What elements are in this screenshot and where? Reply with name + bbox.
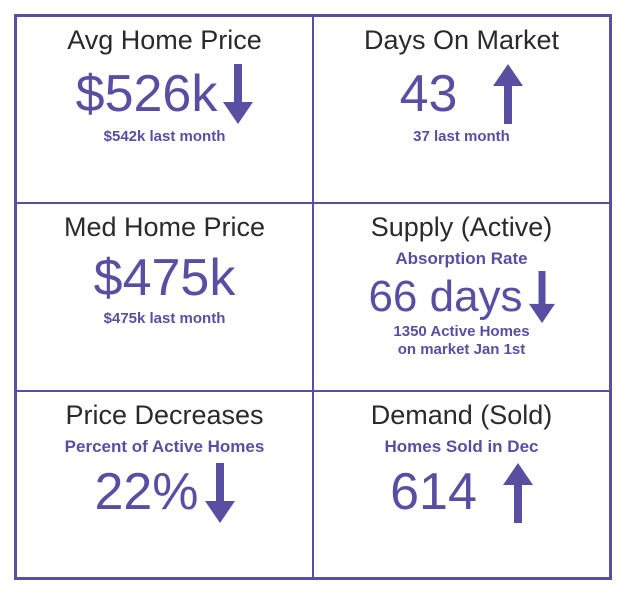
cell-title: Demand (Sold)	[322, 400, 601, 431]
cell-value: 22%	[94, 465, 198, 520]
cell-supply-active: Supply (Active) Absorption Rate 66 days …	[313, 203, 610, 390]
cell-value: $475k	[94, 251, 236, 306]
arrow-up-icon	[503, 463, 533, 523]
cell-title: Supply (Active)	[322, 212, 601, 243]
cell-price-decreases: Price Decreases Percent of Active Homes …	[16, 391, 313, 578]
cell-note: $475k last month	[25, 310, 304, 327]
cell-note-line1: 1350 Active Homes	[322, 323, 601, 341]
arrow-down-icon	[205, 463, 235, 523]
cell-title: Med Home Price	[25, 212, 304, 243]
cell-note: $542k last month	[25, 128, 304, 145]
cell-subtitle: Homes Sold in Dec	[322, 437, 601, 457]
value-row: $475k	[25, 251, 304, 306]
value-row: 22%	[25, 463, 304, 523]
value-row: 614	[322, 463, 601, 523]
cell-value: 43	[400, 67, 458, 122]
cell-title: Avg Home Price	[25, 25, 304, 56]
cell-note: 37 last month	[322, 128, 601, 145]
cell-days-on-market: Days On Market 43 37 last month	[313, 16, 610, 203]
cell-value: 66 days	[368, 274, 522, 320]
arrow-down-icon	[223, 64, 253, 124]
cell-avg-home-price: Avg Home Price $526k $542k last month	[16, 16, 313, 203]
cell-note-line2: on market Jan 1st	[322, 341, 601, 359]
arrow-down-icon	[529, 271, 555, 323]
cell-title: Price Decreases	[25, 400, 304, 431]
stats-grid: Avg Home Price $526k $542k last month Da…	[14, 14, 612, 580]
cell-demand-sold: Demand (Sold) Homes Sold in Dec 614	[313, 391, 610, 578]
cell-subtitle: Percent of Active Homes	[25, 437, 304, 457]
value-row: 43	[322, 64, 601, 124]
value-row: $526k	[25, 64, 304, 124]
cell-title: Days On Market	[322, 25, 601, 56]
cell-subtitle: Absorption Rate	[322, 249, 601, 269]
value-row: 66 days	[322, 271, 601, 323]
cell-med-home-price: Med Home Price $475k $475k last month	[16, 203, 313, 390]
arrow-up-icon	[493, 64, 523, 124]
cell-value: 614	[390, 465, 477, 520]
cell-value: $526k	[76, 67, 218, 122]
